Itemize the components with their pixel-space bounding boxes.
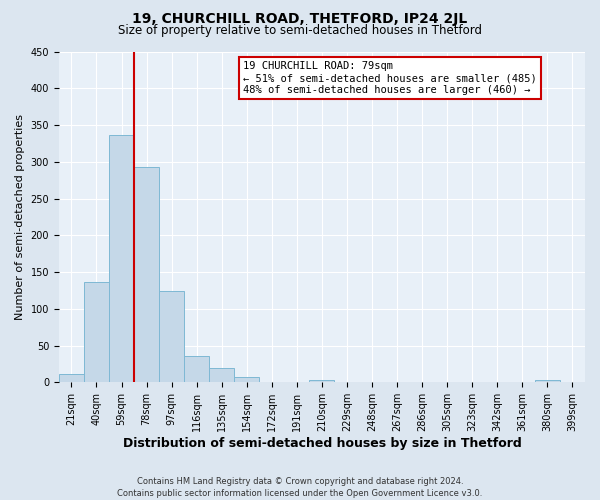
- Bar: [234, 377, 259, 382]
- Bar: [84, 282, 109, 382]
- Bar: [59, 374, 84, 382]
- Bar: [134, 167, 159, 382]
- Bar: [184, 356, 209, 382]
- Text: Size of property relative to semi-detached houses in Thetford: Size of property relative to semi-detach…: [118, 24, 482, 37]
- Y-axis label: Number of semi-detached properties: Number of semi-detached properties: [15, 114, 25, 320]
- Text: Contains HM Land Registry data © Crown copyright and database right 2024.
Contai: Contains HM Land Registry data © Crown c…: [118, 476, 482, 498]
- Bar: [535, 380, 560, 382]
- Bar: [159, 291, 184, 382]
- Text: 19, CHURCHILL ROAD, THETFORD, IP24 2JL: 19, CHURCHILL ROAD, THETFORD, IP24 2JL: [133, 12, 467, 26]
- Bar: [209, 368, 234, 382]
- Bar: [109, 134, 134, 382]
- X-axis label: Distribution of semi-detached houses by size in Thetford: Distribution of semi-detached houses by …: [122, 437, 521, 450]
- Text: 19 CHURCHILL ROAD: 79sqm
← 51% of semi-detached houses are smaller (485)
48% of : 19 CHURCHILL ROAD: 79sqm ← 51% of semi-d…: [243, 62, 537, 94]
- Bar: [310, 380, 334, 382]
